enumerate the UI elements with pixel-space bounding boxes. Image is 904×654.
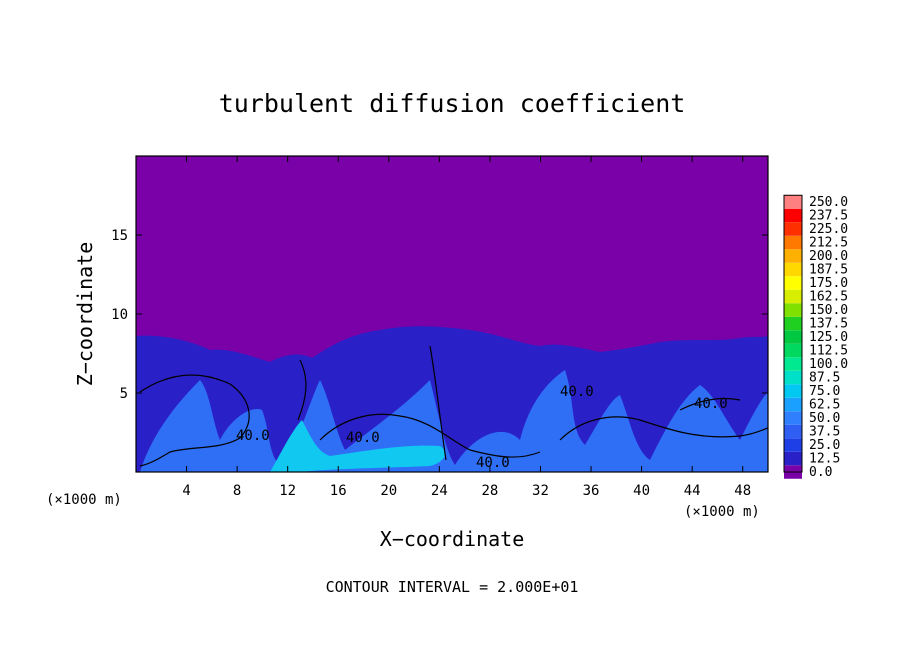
x-tick-label: 32	[532, 483, 549, 499]
colorbar-swatch	[784, 397, 802, 412]
contour-labels: 40.0 40.0 40.0 40.0 40.0	[236, 384, 728, 471]
colorbar-frame	[783, 194, 803, 473]
colorbar-level-label: 187.5	[809, 263, 848, 278]
z-tick-label: 5	[120, 386, 128, 402]
colorbar-level-label: 225.0	[809, 222, 848, 237]
colorbar-swatch	[784, 384, 802, 398]
colorbar-level-label: 87.5	[809, 371, 840, 386]
svg-text:40.0: 40.0	[236, 428, 270, 444]
colorbar-swatch	[784, 451, 802, 466]
x-tick-label: 20	[380, 483, 397, 499]
colorbar-level-label: 37.5	[809, 425, 840, 440]
colorbar-level-label: 62.5	[809, 398, 840, 413]
colorbar-swatch	[784, 262, 802, 277]
colorbar-swatch	[784, 303, 802, 317]
plot-area: 40.0 40.0 40.0 40.0 40.0	[136, 156, 768, 472]
colorbar-level-label: 125.0	[809, 330, 848, 345]
colorbar-level-label: 12.5	[809, 452, 840, 467]
colorbar-swatch	[784, 222, 802, 236]
colorbar-level-label: 0.0	[809, 465, 832, 480]
colorbar-swatch	[784, 208, 802, 223]
contour-40	[139, 345, 768, 467]
colorbar-swatch	[784, 235, 802, 250]
colorbar-swatch	[784, 343, 802, 358]
x-tick-label: 40	[633, 483, 650, 499]
colorbar-swatch	[784, 249, 802, 263]
chart-title: turbulent diffusion coefficient	[219, 89, 686, 118]
colorbar-level-label: 75.0	[809, 384, 840, 399]
svg-text:40.0: 40.0	[694, 396, 728, 412]
x-unit-label: (×1000 m)	[684, 504, 760, 520]
colorbar-level-label: 250.0	[809, 195, 848, 210]
x-tick-label: 16	[330, 483, 347, 499]
colorbar-swatch	[784, 357, 802, 371]
colorbar-level-label: 200.0	[809, 249, 848, 264]
colorbar-level-label: 237.5	[809, 209, 848, 224]
colorbar-swatch	[784, 438, 802, 452]
colorbar-swatch	[784, 276, 802, 290]
x-tick-label: 48	[734, 483, 751, 499]
colorbar-level-label: 25.0	[809, 438, 840, 453]
colorbar-level-label: 112.5	[809, 344, 848, 359]
colorbar: 0.012.525.037.550.062.575.087.5100.0112.…	[783, 194, 848, 480]
x-tick-label: 44	[684, 483, 701, 499]
colorbar-swatch	[784, 316, 802, 331]
z-tick-label: 10	[111, 307, 128, 323]
colorbar-level-label: 212.5	[809, 236, 848, 251]
colorbar-level-label: 137.5	[809, 317, 848, 332]
z-unit-label: (×1000 m)	[46, 492, 122, 508]
colorbar-swatch	[784, 289, 802, 304]
x-tick-label: 28	[481, 483, 498, 499]
colorbar-level-label: 150.0	[809, 303, 848, 318]
z-axis-ticks: 5 10 15	[111, 228, 768, 402]
svg-text:40.0: 40.0	[346, 430, 380, 446]
x-tick-label: 8	[233, 483, 241, 499]
x-axis-ticks: 4 8 12 16 20 24 28 32 36 40 44 48	[182, 156, 751, 499]
y-axis-label: Z−coordinate	[73, 242, 97, 387]
svg-text:40.0: 40.0	[476, 455, 510, 471]
colorbar-swatch	[784, 195, 802, 209]
colorbar-level-label: 100.0	[809, 357, 848, 372]
colorbar-swatch	[784, 330, 802, 344]
z-tick-label: 15	[111, 228, 128, 244]
colorbar-level-label: 162.5	[809, 290, 848, 305]
x-tick-label: 12	[279, 483, 296, 499]
colorbar-level-label: 175.0	[809, 276, 848, 291]
colorbar-swatch	[784, 370, 802, 385]
contour-interval-note: CONTOUR INTERVAL = 2.000E+01	[326, 578, 579, 596]
x-tick-label: 4	[182, 483, 190, 499]
colorbar-swatch	[784, 424, 802, 439]
x-axis-label: X−coordinate	[380, 527, 525, 551]
cyan-core	[270, 420, 446, 472]
x-tick-label: 36	[583, 483, 600, 499]
x-tick-label: 24	[431, 483, 448, 499]
colorbar-level-label: 50.0	[809, 411, 840, 426]
colorbar-swatch	[784, 411, 802, 425]
svg-text:40.0: 40.0	[560, 384, 594, 400]
